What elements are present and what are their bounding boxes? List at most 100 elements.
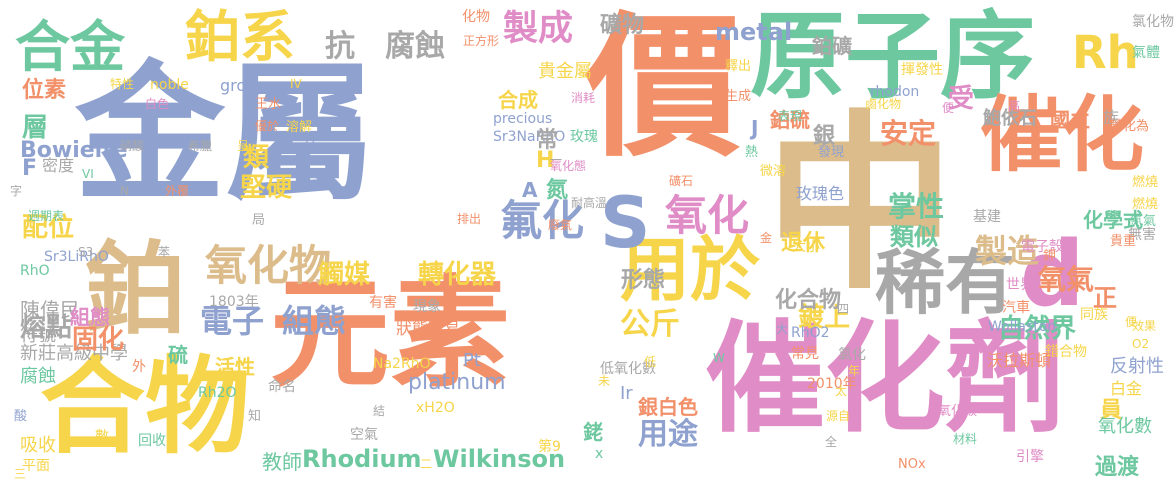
word-cloud-word: Sr3NaRhO (493, 129, 566, 145)
word-cloud-word: 用於 (620, 229, 760, 311)
word-cloud-word: 化合物 (775, 288, 842, 313)
word-cloud-word: 自然界 (998, 314, 1077, 344)
word-cloud-word: 大 (776, 322, 789, 336)
word-cloud-word: 鉀 (1043, 249, 1057, 264)
word-cloud-word: 氧氣 (1038, 263, 1095, 296)
word-cloud-word: 空氣 (350, 427, 378, 443)
word-cloud-word: 抗 (325, 29, 355, 64)
word-cloud-word: Bowieite (20, 138, 128, 163)
word-cloud-word: 礦石 (669, 174, 694, 188)
word-cloud-word: 合金 (15, 15, 126, 79)
word-cloud-word: 過渡 (1095, 455, 1140, 480)
word-cloud-word: 電子殼層 (1021, 239, 1077, 255)
word-cloud-word: 廢氣 (548, 218, 573, 232)
word-cloud-word: 教師 (262, 450, 302, 474)
word-cloud-word: Rh2O (198, 385, 237, 401)
word-cloud-word: 消耗 (571, 91, 596, 105)
word-cloud-word: 世界 (1006, 277, 1034, 293)
word-cloud-word: 發現 (818, 145, 845, 160)
word-cloud-word: 氮氣 (1130, 214, 1157, 229)
word-cloud-word: 掌性 (888, 190, 945, 223)
word-cloud-word: 年 (848, 364, 861, 378)
word-cloud-word: RhO2 (791, 325, 830, 341)
word-cloud-word: 金屬 (75, 48, 376, 222)
word-cloud-word: 氧化 (665, 191, 750, 240)
word-cloud-word: 氯化 (838, 347, 866, 363)
word-cloud-word: 王水 (255, 97, 282, 112)
word-cloud-word: 氧化態 (550, 159, 587, 173)
word-cloud-word: 現象 (413, 299, 441, 315)
word-cloud-word: 稀有 (875, 242, 1015, 324)
word-cloud-word: precious (493, 111, 553, 127)
word-cloud-word: 氧化碳 (938, 404, 978, 419)
word-cloud-word: 沃拉斯頓 (987, 351, 1052, 370)
word-cloud-word: Pt (463, 350, 481, 371)
word-cloud-word: 結 (373, 404, 386, 418)
word-cloud-word: 表現 (778, 109, 803, 123)
word-cloud-word: 優於 (255, 119, 280, 133)
word-cloud-word: 貴重 (1110, 234, 1137, 249)
word-cloud-word: V (306, 139, 315, 153)
word-cloud-word: 正方形 (463, 34, 500, 48)
word-cloud-word: 氯化物 (1132, 14, 1174, 30)
word-cloud-word: 類 (243, 143, 270, 173)
word-cloud-word: 希臘 (188, 139, 213, 153)
word-cloud-word: 鹵化物 (865, 97, 902, 111)
word-cloud-word: 金 (760, 231, 773, 245)
word-cloud-word: 觸媒 (318, 260, 371, 290)
word-cloud-word: 合成 (498, 88, 538, 112)
word-cloud-word: 鉑 (85, 231, 185, 348)
word-cloud-word: 錯合物 (1045, 344, 1087, 360)
word-cloud-word: 汽車 (1002, 300, 1030, 316)
word-cloud-word: 低氧化數 (600, 361, 656, 377)
word-cloud-word: 狀態不易 (396, 319, 461, 338)
word-cloud-word: 正 (1093, 284, 1117, 312)
word-cloud-word: 鉑礦 (812, 34, 852, 58)
word-cloud-word: 鍍上 (798, 303, 851, 333)
word-cloud-word: 腐蝕 (385, 29, 445, 64)
word-cloud-word: 便 (1125, 315, 1138, 329)
word-cloud-word: 白金 (1110, 379, 1143, 398)
word-cloud-word: 數 (95, 429, 109, 445)
word-cloud-word: 銠 (583, 420, 603, 444)
word-cloud-word: 有害 (369, 295, 397, 311)
word-cloud-word: 腐蝕 (20, 366, 56, 387)
word-cloud-word: group (220, 76, 267, 95)
word-cloud-word: 高 (1008, 99, 1021, 113)
word-cloud-word: 位素 (22, 78, 67, 103)
word-cloud-word: 便 (942, 101, 955, 115)
word-cloud-word: 玫瑰 (570, 129, 598, 145)
word-cloud-word: 無害 (1128, 227, 1156, 243)
word-cloud-word: 礦物 (600, 13, 645, 38)
word-cloud-word: W (713, 351, 725, 365)
word-cloud-word: noble (150, 77, 189, 93)
word-cloud-word: 新莊高級中學 (20, 343, 128, 364)
word-cloud-word: 局 (252, 213, 266, 228)
word-cloud-word: 固化 (72, 325, 125, 355)
word-cloud-word: 化物 (462, 9, 490, 25)
word-cloud-word: F (22, 156, 38, 181)
word-cloud-word: 常見 (791, 346, 819, 362)
word-cloud-word: Wollaston (988, 319, 1057, 335)
word-cloud-word: 鉑系 (185, 5, 296, 69)
word-cloud-word: 材料 (953, 432, 978, 446)
word-cloud-word: S (600, 182, 651, 264)
word-cloud-word: Na2RhO (373, 356, 431, 372)
word-cloud-word: RhO (20, 263, 50, 279)
word-cloud-word: Rhodium (302, 445, 422, 473)
word-cloud-word: 銀白色 (638, 395, 698, 419)
word-cloud-word: 中 (765, 94, 956, 315)
word-cloud-word: 形態 (621, 268, 666, 293)
word-cloud-word: 吸收 (20, 435, 56, 456)
word-cloud-word: 釋出 (725, 59, 752, 74)
word-cloud-word: 製造 (975, 232, 1040, 270)
word-cloud-word: 一 (550, 153, 563, 167)
word-cloud-word: NOx (898, 457, 926, 472)
word-cloud-word: 常 (536, 128, 559, 153)
word-cloud-word: 員 (1100, 398, 1123, 423)
word-cloud-word: 溶解 (286, 120, 313, 135)
word-cloud-word: 組態 (282, 302, 347, 340)
word-cloud-word: 公斤 (620, 307, 680, 342)
word-cloud-word: 族 (1103, 108, 1120, 127)
